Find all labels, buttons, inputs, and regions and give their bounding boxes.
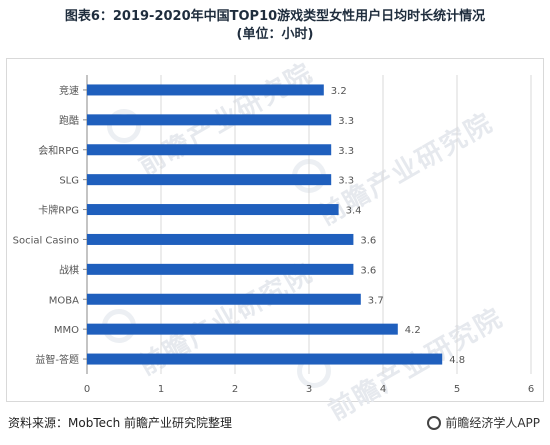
bar xyxy=(87,144,332,156)
data-label: 3.3 xyxy=(338,146,354,157)
data-label: 3.2 xyxy=(331,86,347,97)
category-label: 跑酷 xyxy=(59,114,79,127)
data-label: 4.8 xyxy=(449,355,465,366)
x-tick-label: 1 xyxy=(158,384,164,395)
bar xyxy=(87,353,443,365)
brand-text: 前瞻经济学人APP xyxy=(445,416,540,430)
data-label: 3.7 xyxy=(368,295,384,306)
x-tick-label: 3 xyxy=(306,384,312,395)
data-label: 3.3 xyxy=(338,116,354,127)
bar xyxy=(87,233,354,245)
bar xyxy=(87,293,361,305)
x-tick-label: 4 xyxy=(380,384,386,395)
brand-logo-icon xyxy=(427,415,442,430)
source-note: 资料来源：MobTech 前瞻产业研究院整理 xyxy=(8,416,233,430)
category-label: 竞速 xyxy=(59,84,79,97)
bar xyxy=(87,174,332,186)
bar xyxy=(87,263,354,275)
category-label: MMO xyxy=(54,325,79,336)
bar xyxy=(87,114,332,126)
bar xyxy=(87,323,398,335)
category-label: SLG xyxy=(59,176,79,187)
x-tick-label: 6 xyxy=(528,384,534,395)
category-label: 战棋 xyxy=(59,263,79,276)
data-label: 3.4 xyxy=(346,206,362,217)
data-label: 3.3 xyxy=(338,176,354,187)
bar xyxy=(87,204,339,216)
chart-title-line1: 图表6：2019-2020年中国TOP10游戏类型女性用户日均时长统计情况 xyxy=(64,9,486,24)
x-tick-label: 2 xyxy=(232,384,238,395)
x-tick-label: 0 xyxy=(84,384,90,395)
chart-title-line2: (单位：小时) xyxy=(236,27,314,42)
bar xyxy=(87,84,324,96)
data-label: 3.6 xyxy=(360,235,376,246)
category-label: 会和RPG xyxy=(38,144,79,157)
x-tick-label: 5 xyxy=(454,384,460,395)
data-label: 4.2 xyxy=(405,325,421,336)
category-label: Social Casino xyxy=(13,235,79,246)
chart-title: 图表6：2019-2020年中国TOP10游戏类型女性用户日均时长统计情况 (单… xyxy=(0,8,550,44)
data-label: 3.6 xyxy=(360,265,376,276)
category-label: MOBA xyxy=(49,295,79,306)
category-label: 卡牌RPG xyxy=(38,204,79,217)
brand-badge: 前瞻经济学人APP xyxy=(427,414,540,431)
category-label: 益智-答题 xyxy=(35,353,79,366)
watermark-logo xyxy=(107,109,141,143)
